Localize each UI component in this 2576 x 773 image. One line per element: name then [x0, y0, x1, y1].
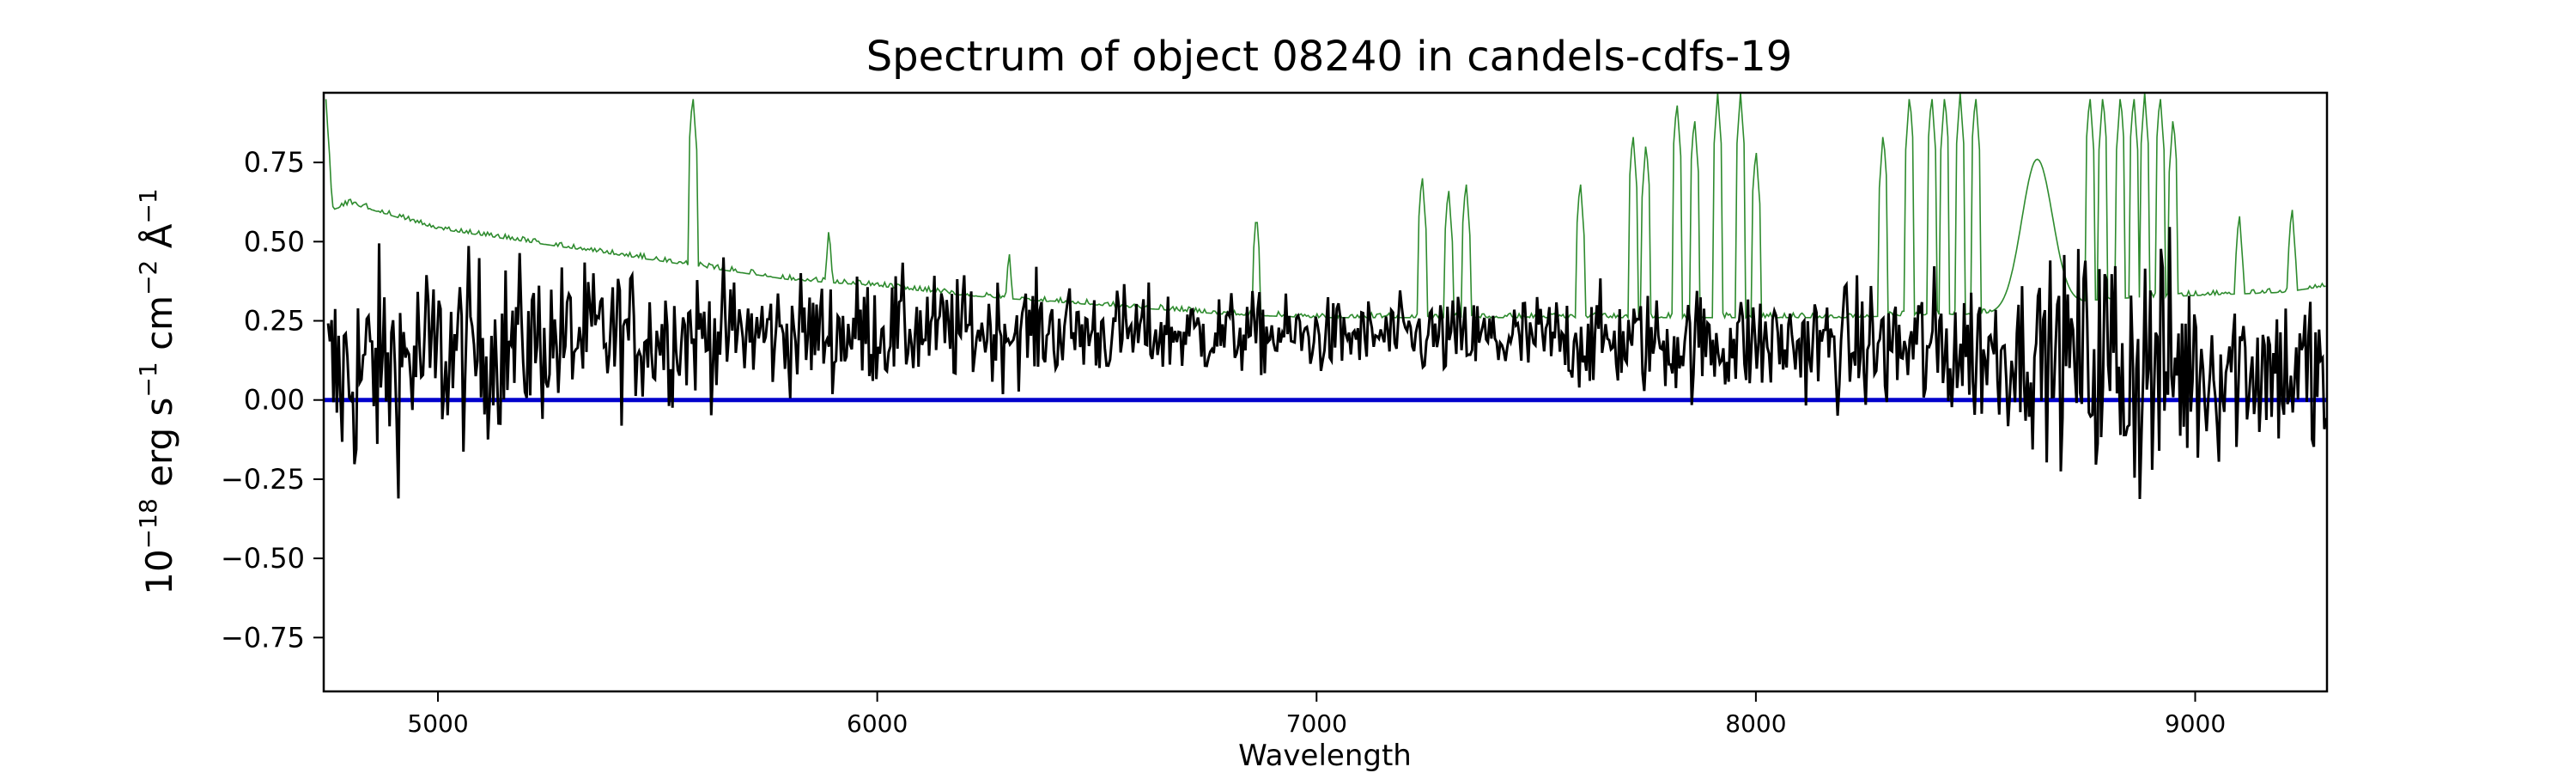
plot-area	[322, 91, 2329, 693]
y-tick-label: 0.50	[244, 225, 305, 258]
y-tick-label: 0.75	[244, 146, 305, 179]
y-label-unit3: Å	[137, 223, 180, 259]
y-axis-label: 10−18 erg s−1 cm−2 Å−1	[134, 188, 180, 594]
y-label-exp: −18	[134, 498, 162, 549]
y-label-prefix: 10	[138, 549, 180, 594]
y-tick-label: 0.00	[244, 384, 305, 417]
x-tick-label: 5000	[407, 709, 468, 738]
x-axis: 5000 6000 7000 8000 9000	[407, 691, 2226, 738]
y-label-unit2: cm	[138, 295, 180, 362]
error-spectrum-line	[325, 93, 2326, 320]
x-axis-label: Wavelength	[1238, 739, 1412, 773]
y-label-unit1: erg s	[138, 398, 180, 499]
flux-spectrum-line	[326, 227, 2327, 500]
y-tick-label: −0.25	[221, 463, 305, 496]
y-label-exp2: −2	[134, 260, 162, 295]
x-tick-label: 6000	[847, 709, 908, 738]
y-tick-label: −0.50	[221, 542, 305, 575]
y-axis: 0.75 0.50 0.25 0.00 −0.25 −0.50 −0.75	[221, 146, 324, 654]
y-tick-label: 0.25	[244, 305, 305, 338]
x-tick-label: 7000	[1286, 709, 1347, 738]
x-tick-label: 8000	[1725, 709, 1786, 738]
y-label-exp3: −1	[134, 188, 162, 223]
chart-title: Spectrum of object 08240 in candels-cdfs…	[866, 33, 1793, 81]
y-tick-label: −0.75	[221, 621, 305, 654]
plot-frame	[322, 91, 2329, 693]
y-label-exp1: −1	[134, 362, 162, 397]
x-tick-label: 9000	[2165, 709, 2226, 738]
